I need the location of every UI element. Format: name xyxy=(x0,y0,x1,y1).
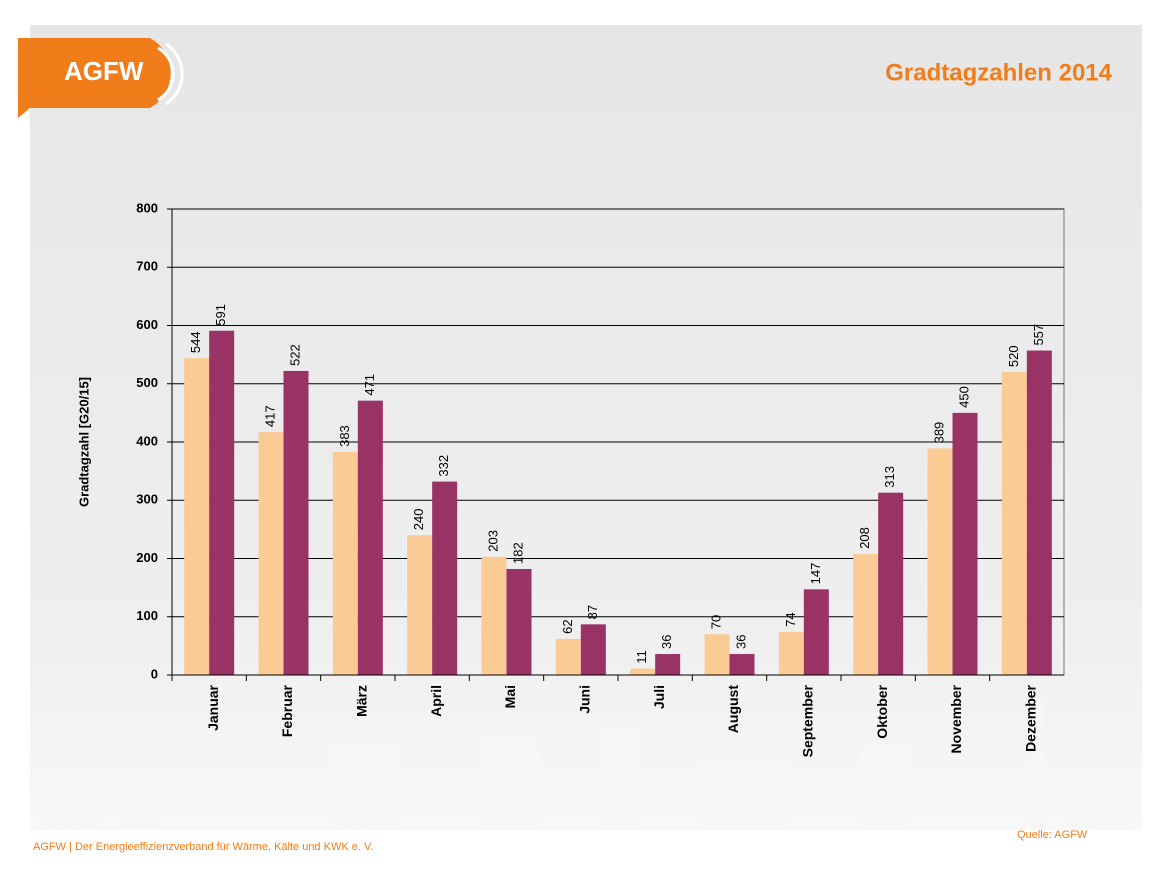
y-axis-label: Gradtagzahl [G20/15] xyxy=(76,377,91,507)
value-label: 182 xyxy=(510,542,525,564)
x-tick-label: April xyxy=(428,685,444,717)
bar xyxy=(482,557,507,675)
bar xyxy=(705,634,730,675)
bar xyxy=(878,493,903,675)
value-label: 70 xyxy=(708,615,723,629)
value-label: 208 xyxy=(857,527,872,549)
value-label: 11 xyxy=(634,650,649,664)
value-label: 591 xyxy=(213,304,228,326)
value-label: 74 xyxy=(783,612,798,626)
value-label: 471 xyxy=(362,374,377,396)
source: Quelle: AGFW xyxy=(1017,829,1088,841)
x-tick-label: Mai xyxy=(502,685,518,708)
bar xyxy=(184,358,209,675)
y-tick-label: 500 xyxy=(136,375,158,390)
y-tick-label: 400 xyxy=(136,433,158,448)
value-label: 389 xyxy=(931,422,946,444)
chart-title: Gradtagzahlen 2014 xyxy=(885,59,1112,86)
y-tick-label: 100 xyxy=(136,608,158,623)
bar xyxy=(928,448,953,675)
y-tick-label: 0 xyxy=(151,666,158,681)
y-tick-label: 300 xyxy=(136,492,158,507)
value-label: 36 xyxy=(733,635,748,649)
x-tick-label: November xyxy=(948,684,964,753)
y-tick-label: 700 xyxy=(136,259,158,274)
bar xyxy=(284,371,309,675)
bar xyxy=(1027,351,1052,675)
value-label: 522 xyxy=(287,344,302,366)
value-label: 450 xyxy=(956,386,971,408)
value-label: 62 xyxy=(560,619,575,633)
bar xyxy=(953,413,978,675)
value-label: 36 xyxy=(659,635,674,649)
logo-text: AGFW xyxy=(64,56,144,86)
bar xyxy=(507,569,532,675)
value-label: 544 xyxy=(188,331,203,353)
x-tick-label: Februar xyxy=(279,684,295,737)
bar xyxy=(358,401,383,675)
x-tick-label: Januar xyxy=(205,684,221,730)
value-label: 520 xyxy=(1006,345,1021,367)
value-label: 313 xyxy=(882,466,897,488)
bar xyxy=(730,654,755,675)
bar xyxy=(655,654,680,675)
bar xyxy=(407,535,432,675)
value-label: 87 xyxy=(585,605,600,619)
bar xyxy=(630,669,655,675)
bar xyxy=(556,639,581,675)
value-label: 240 xyxy=(411,508,426,530)
bar xyxy=(804,589,829,675)
x-tick-label: August xyxy=(725,685,741,734)
value-label: 383 xyxy=(337,425,352,447)
x-tick-label: Dezember xyxy=(1023,684,1039,751)
bar xyxy=(209,331,234,675)
x-tick-label: Juni xyxy=(577,685,593,714)
bar xyxy=(432,482,457,675)
bar xyxy=(259,432,284,675)
y-tick-label: 600 xyxy=(136,317,158,332)
bar xyxy=(581,624,606,675)
x-tick-label: Juli xyxy=(651,685,667,709)
value-label: 203 xyxy=(485,530,500,552)
x-tick-label: September xyxy=(800,684,816,757)
y-tick-label: 800 xyxy=(136,200,158,215)
footer: AGFW | Der Energieeffizienzverband für W… xyxy=(33,841,373,853)
value-label: 147 xyxy=(808,563,823,585)
value-label: 417 xyxy=(262,405,277,427)
bar xyxy=(779,632,804,675)
x-tick-label: März xyxy=(354,685,370,717)
value-label: 332 xyxy=(436,455,451,477)
bar xyxy=(1002,372,1027,675)
bar xyxy=(333,452,358,675)
slide: AGFW Gradtagzahlen 2014 Gradtagzahl [G20… xyxy=(0,0,1152,865)
y-tick-label: 200 xyxy=(136,550,158,565)
x-tick-label: Oktober xyxy=(874,684,890,738)
bar xyxy=(853,554,878,675)
value-label: 557 xyxy=(1031,324,1046,346)
